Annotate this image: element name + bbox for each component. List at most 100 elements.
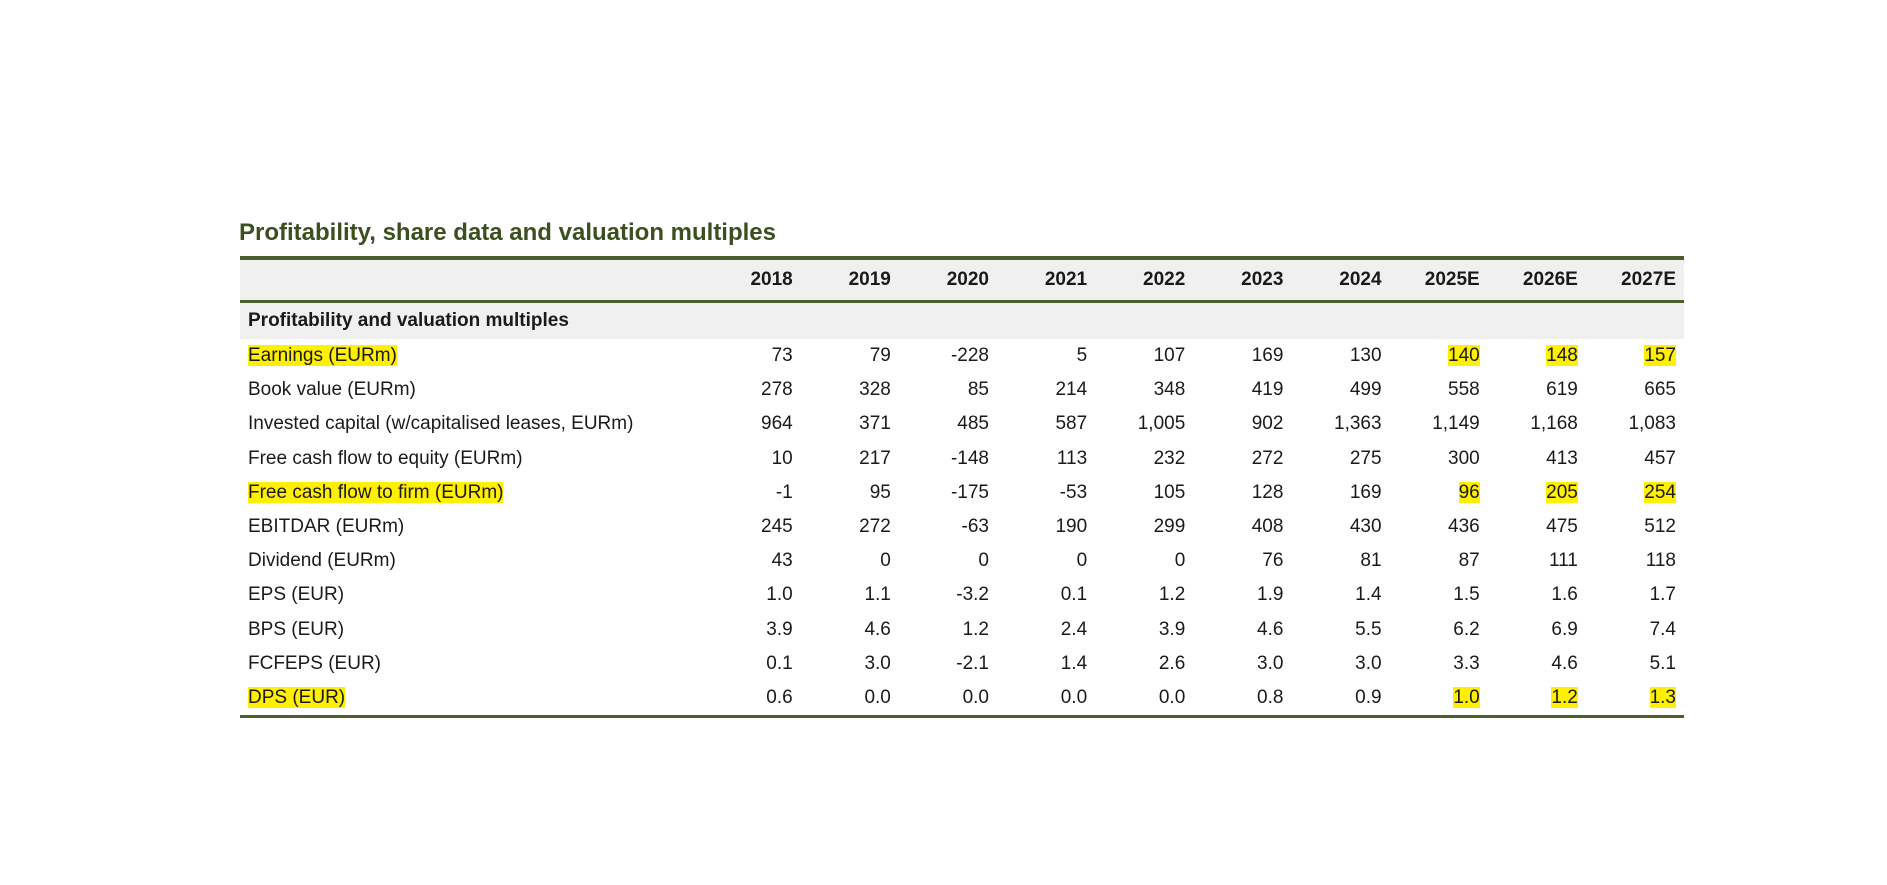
cell-value: 1.4 bbox=[1355, 584, 1382, 606]
row-label: BPS (EUR) bbox=[248, 618, 345, 640]
value-cell: 4.6 bbox=[1193, 613, 1291, 647]
value-cell: 1.2 bbox=[1488, 681, 1586, 717]
value-cell: 2.4 bbox=[997, 613, 1095, 647]
value-cell: 85 bbox=[899, 373, 997, 407]
value-cell: 299 bbox=[1095, 510, 1193, 544]
value-cell: -53 bbox=[997, 476, 1095, 510]
cell-value: 1.9 bbox=[1257, 584, 1284, 606]
cell-value: 0.0 bbox=[962, 686, 989, 708]
value-cell: 1.3 bbox=[1586, 681, 1684, 717]
cell-value: 430 bbox=[1349, 516, 1382, 538]
value-cell: 300 bbox=[1390, 442, 1488, 476]
cell-value: 0.9 bbox=[1355, 686, 1382, 708]
cell-value: 76 bbox=[1262, 550, 1284, 572]
value-cell: 272 bbox=[1193, 442, 1291, 476]
cell-value: 245 bbox=[761, 516, 793, 538]
cell-value: 254 bbox=[1644, 481, 1676, 503]
value-cell: 2.6 bbox=[1095, 647, 1193, 681]
table-row: BPS (EUR) 3.9 4.6 1.2 2.4 3.9 4.6 5.5 6.2 6.9 7.4 bbox=[240, 613, 1684, 647]
cell-value: 0.0 bbox=[1158, 686, 1186, 708]
value-cell: 485 bbox=[899, 407, 997, 441]
column-header: 2023 bbox=[1241, 269, 1284, 290]
column-header: 2024 bbox=[1339, 269, 1382, 290]
value-cell: 475 bbox=[1488, 510, 1586, 544]
value-cell: 4.6 bbox=[1488, 647, 1586, 681]
value-cell: 5 bbox=[997, 339, 1095, 373]
value-cell: 408 bbox=[1193, 510, 1291, 544]
value-cell: 5.1 bbox=[1586, 647, 1684, 681]
value-cell: 1.4 bbox=[1291, 578, 1389, 612]
value-cell: 140 bbox=[1390, 339, 1488, 373]
value-cell: 0.1 bbox=[997, 578, 1095, 612]
table-row: EPS (EUR) 1.0 1.1 -3.2 0.1 1.2 1.9 1.4 1.5 1.6 1.7 bbox=[240, 578, 1684, 612]
row-label-cell: Free cash flow to equity (EURm) bbox=[240, 442, 703, 476]
cell-value: 6.2 bbox=[1453, 618, 1480, 640]
cell-value: 96 bbox=[1458, 481, 1480, 503]
value-cell: 1.1 bbox=[801, 578, 899, 612]
cell-value: 107 bbox=[1153, 345, 1186, 367]
value-cell: 512 bbox=[1586, 510, 1684, 544]
value-cell: 148 bbox=[1488, 339, 1586, 373]
cell-value: 205 bbox=[1546, 481, 1578, 503]
value-cell: 79 bbox=[801, 339, 899, 373]
cell-value: 0.8 bbox=[1257, 686, 1284, 708]
row-label-cell: Earnings (EURm) bbox=[240, 339, 703, 373]
row-label: Free cash flow to equity (EURm) bbox=[248, 447, 523, 469]
cell-value: 1,363 bbox=[1334, 413, 1382, 435]
value-cell: 105 bbox=[1095, 476, 1193, 510]
value-cell: 95 bbox=[801, 476, 899, 510]
value-cell: 0.0 bbox=[801, 681, 899, 717]
cell-value: 95 bbox=[869, 481, 891, 503]
value-cell: 619 bbox=[1488, 373, 1586, 407]
value-cell: 190 bbox=[997, 510, 1095, 544]
cell-value: 157 bbox=[1644, 345, 1676, 367]
cell-value: 619 bbox=[1546, 379, 1578, 401]
value-cell: -1 bbox=[703, 476, 801, 510]
cell-value: 3.9 bbox=[766, 618, 793, 640]
value-cell: 0 bbox=[997, 544, 1095, 578]
cell-value: 87 bbox=[1458, 550, 1480, 572]
row-label: Earnings (EURm) bbox=[248, 345, 397, 367]
value-cell: 430 bbox=[1291, 510, 1389, 544]
cell-value: 300 bbox=[1448, 447, 1480, 469]
value-cell: 0.0 bbox=[997, 681, 1095, 717]
cell-value: 0 bbox=[1076, 550, 1088, 572]
value-cell: 1.4 bbox=[997, 647, 1095, 681]
column-header: 2019 bbox=[848, 269, 891, 290]
value-cell: 328 bbox=[801, 373, 899, 407]
cell-value: -175 bbox=[950, 481, 989, 503]
value-cell: 1.2 bbox=[1095, 578, 1193, 612]
table-row: EBITDAR (EURm) 245 272 -63 190 299 408 430 436 47… bbox=[240, 510, 1684, 544]
column-header: 2018 bbox=[750, 269, 793, 290]
value-cell: 436 bbox=[1390, 510, 1488, 544]
cell-value: 475 bbox=[1546, 516, 1578, 538]
value-cell: -3.2 bbox=[899, 578, 997, 612]
cell-value: 964 bbox=[761, 413, 793, 435]
cell-value: 232 bbox=[1153, 447, 1186, 469]
cell-value: 5.5 bbox=[1355, 618, 1382, 640]
value-cell: 1.0 bbox=[1390, 681, 1488, 717]
value-cell: 0.0 bbox=[899, 681, 997, 717]
value-cell: 964 bbox=[703, 407, 801, 441]
section-label: Profitability and valuation multiples bbox=[240, 301, 1684, 339]
cell-value: 1,168 bbox=[1530, 413, 1578, 435]
cell-value: 81 bbox=[1360, 550, 1382, 572]
cell-value: 2.4 bbox=[1060, 618, 1088, 640]
cell-value: 2.6 bbox=[1158, 652, 1186, 674]
cell-value: 217 bbox=[859, 447, 891, 469]
cell-value: 1.2 bbox=[1158, 584, 1186, 606]
cell-value: 275 bbox=[1349, 447, 1382, 469]
row-label-cell: Free cash flow to firm (EURm) bbox=[240, 476, 703, 510]
value-cell: 5.5 bbox=[1291, 613, 1389, 647]
cell-value: 148 bbox=[1546, 345, 1578, 367]
cell-value: 1.1 bbox=[864, 584, 891, 606]
value-cell: 111 bbox=[1488, 544, 1586, 578]
row-label-cell: DPS (EUR) bbox=[240, 681, 703, 717]
value-cell: 0 bbox=[1095, 544, 1193, 578]
cell-value: 587 bbox=[1055, 413, 1088, 435]
value-cell: 0.6 bbox=[703, 681, 801, 717]
value-cell: 3.3 bbox=[1390, 647, 1488, 681]
header-blank bbox=[240, 258, 703, 302]
cell-value: 348 bbox=[1153, 379, 1186, 401]
value-cell: 73 bbox=[703, 339, 801, 373]
